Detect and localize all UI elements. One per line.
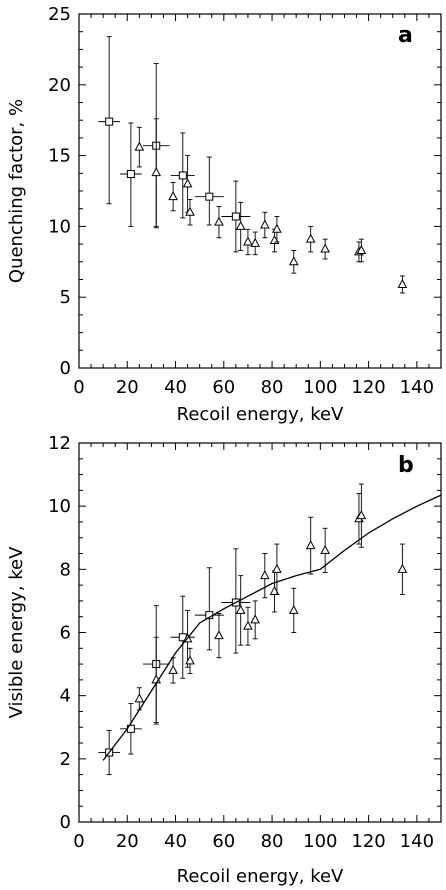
- triangle-point: [214, 216, 224, 226]
- x-tick-label: 140: [400, 377, 434, 398]
- triangle-point: [185, 206, 195, 216]
- triangle-point: [305, 540, 316, 550]
- panel-label: b: [398, 453, 414, 478]
- panel-label: a: [398, 23, 413, 48]
- triangle-point: [272, 223, 282, 233]
- square-point: [105, 117, 114, 126]
- triangle-point: [356, 510, 367, 520]
- triangle-point: [320, 243, 330, 253]
- x-tick-label: 80: [261, 831, 284, 852]
- y-tick-label: 6: [60, 623, 71, 644]
- triangle-point: [134, 693, 145, 703]
- triangle-point: [250, 237, 261, 247]
- x-tick-label: 100: [303, 831, 337, 852]
- x-tick-label: 140: [400, 831, 434, 852]
- y-tick-label: 0: [60, 358, 71, 379]
- x-tick-label: 60: [212, 831, 235, 852]
- triangle-point: [134, 141, 145, 151]
- square-point: [178, 171, 187, 180]
- y-tick-label: 12: [48, 433, 71, 454]
- y-tick-label: 2: [60, 749, 71, 770]
- x-tick-label: 20: [116, 831, 139, 852]
- y-tick-label: 20: [48, 75, 71, 96]
- y-axis-title: Visible energy, keV: [6, 546, 27, 719]
- square-point: [231, 212, 240, 221]
- triangle-point: [250, 614, 261, 624]
- x-axis-title: Recoil energy, keV: [177, 404, 344, 425]
- chart-panel-a: Quenching factor, % Recoil energy, keV a…: [6, 4, 442, 425]
- square-point: [205, 192, 214, 201]
- x-tick-label: 0: [73, 377, 84, 398]
- x-tick-label: 0: [73, 831, 84, 852]
- model-curve: [102, 494, 442, 761]
- triangle-point: [168, 664, 178, 674]
- triangle-point: [185, 655, 195, 665]
- chart-panel-b: Visible energy, keV Recoil energy, keV b…: [6, 433, 442, 887]
- triangle-point: [259, 570, 270, 580]
- triangle-point: [305, 233, 316, 243]
- triangle-point: [397, 278, 408, 288]
- x-tick-label: 100: [303, 377, 337, 398]
- y-tick-label: 0: [60, 812, 71, 833]
- triangle-point: [272, 563, 282, 573]
- x-tick-label: 60: [212, 377, 235, 398]
- triangle-point: [288, 256, 299, 266]
- x-axis-title: Recoil energy, keV: [177, 866, 344, 887]
- triangle-point: [320, 544, 330, 554]
- triangle-point: [214, 630, 224, 640]
- triangle-point: [356, 244, 367, 254]
- plot-frame: [78, 442, 442, 823]
- x-tick-label: 80: [261, 377, 284, 398]
- triangle-point: [182, 178, 193, 188]
- triangle-point: [235, 604, 246, 614]
- x-tick-label: 120: [351, 831, 385, 852]
- triangle-point: [397, 563, 408, 573]
- y-axis-title: Quenching factor, %: [6, 99, 27, 283]
- triangle-point: [288, 604, 299, 614]
- triangle-point: [243, 620, 253, 630]
- y-tick-label: 8: [60, 559, 71, 580]
- x-tick-label: 20: [116, 377, 139, 398]
- y-tick-label: 4: [60, 686, 71, 707]
- triangle-point: [235, 220, 246, 230]
- y-tick-label: 25: [48, 4, 71, 25]
- plot-frame: [78, 13, 442, 369]
- x-tick-label: 40: [164, 831, 187, 852]
- triangle-point: [151, 167, 162, 177]
- triangle-point: [243, 236, 253, 246]
- x-tick-label: 40: [164, 377, 187, 398]
- triangle-point: [168, 191, 178, 201]
- square-point: [126, 170, 135, 179]
- y-tick-label: 10: [48, 496, 71, 517]
- y-tick-label: 15: [48, 146, 71, 167]
- y-tick-label: 5: [60, 287, 71, 308]
- y-tick-label: 10: [48, 216, 71, 237]
- triangle-point: [259, 219, 270, 229]
- x-tick-label: 120: [351, 377, 385, 398]
